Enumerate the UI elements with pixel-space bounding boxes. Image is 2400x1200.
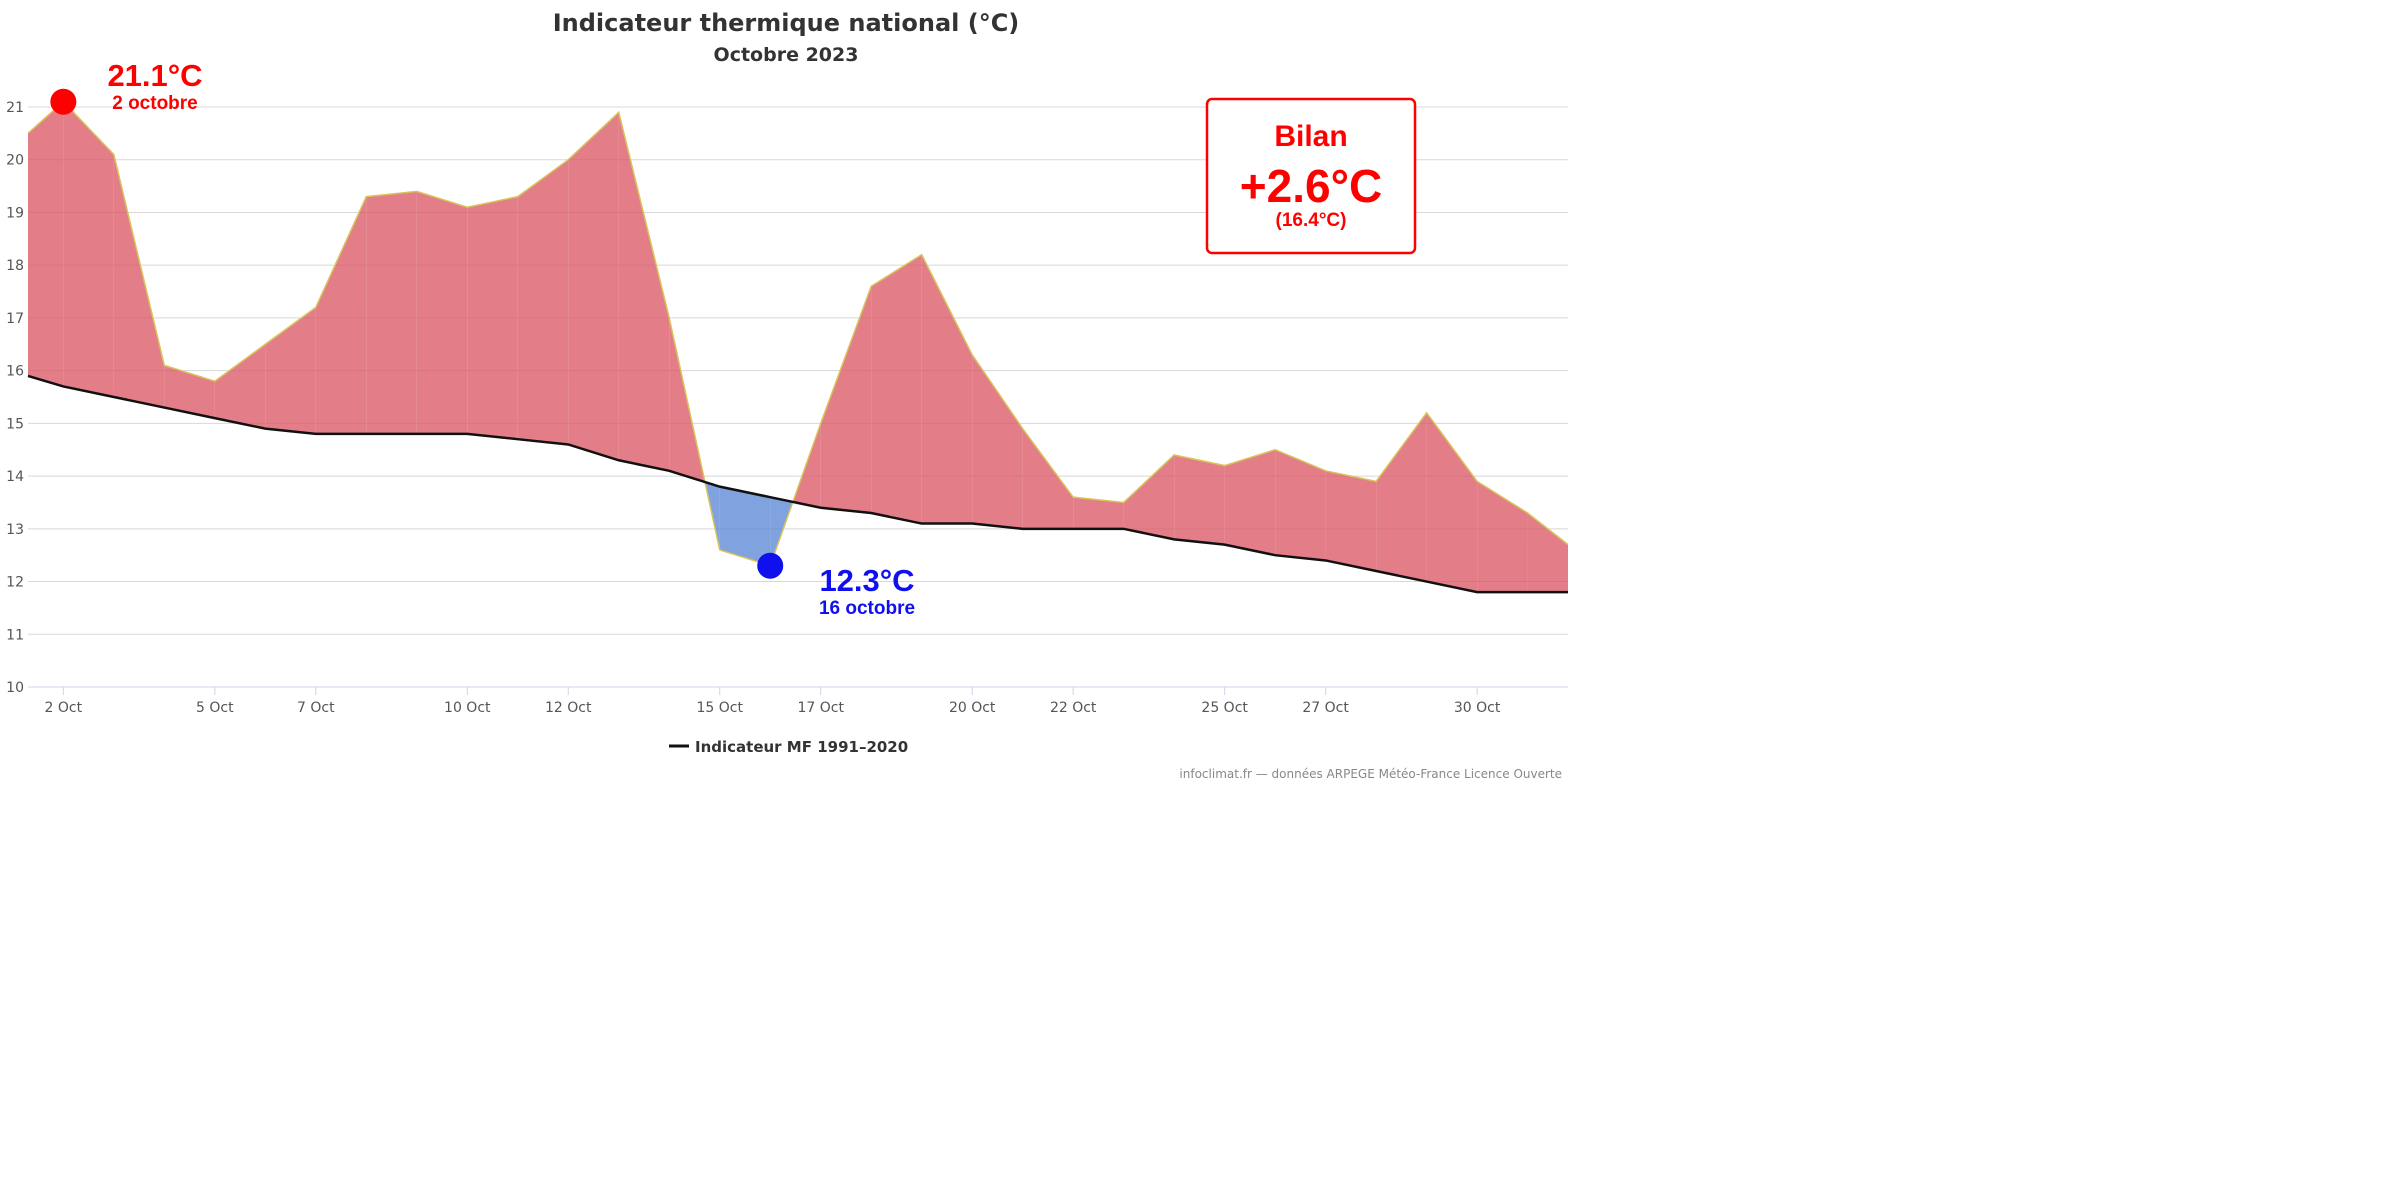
bilan-box: Bilan +2.6°C (16.4°C) (1205, 97, 1417, 255)
above-normal-area (315, 196, 367, 434)
y-tick-label: 12 (6, 575, 24, 591)
x-tick-label: 30 Oct (1454, 700, 1501, 716)
above-normal-area (1224, 449, 1276, 556)
y-tick-label: 20 (6, 153, 24, 169)
max-annotation: 21.1°C 2 octobre (107, 58, 202, 114)
max-point (50, 88, 77, 115)
above-normal-area (1022, 428, 1074, 529)
x-tick-label: 12 Oct (545, 700, 592, 716)
x-tick-label: 7 Oct (297, 700, 335, 716)
above-normal-area (1123, 455, 1175, 540)
extreme-points (50, 88, 784, 579)
above-normal-area (164, 365, 215, 419)
x-tick-label: 27 Oct (1302, 700, 1349, 716)
max-value-label: 21.1°C (107, 58, 202, 93)
x-tick-label: 5 Oct (196, 700, 234, 716)
x-tick-label: 2 Oct (45, 700, 83, 716)
observed-line (27, 100, 1568, 567)
x-tick-label: 15 Oct (696, 700, 743, 716)
min-date-label: 16 octobre (819, 598, 915, 619)
above-normal-area (1174, 455, 1225, 545)
y-tick-label: 21 (6, 100, 24, 116)
y-tick-label: 16 (6, 364, 24, 380)
y-tick-label: 14 (6, 469, 24, 485)
above-normal-area (63, 101, 114, 398)
above-normal-area (28, 101, 64, 387)
x-axis: 2 Oct 5 Oct 7 Oct 10 Oct 12 Oct 15 Oct 17 Oct 2… (45, 687, 1501, 716)
x-tick-label: 22 Oct (1050, 700, 1097, 716)
above-normal-area (921, 254, 973, 524)
above-normal-area (1073, 497, 1124, 529)
y-tick-label: 17 (6, 311, 24, 327)
min-point (757, 552, 784, 579)
above-normal-area (467, 196, 518, 440)
legend[interactable]: Indicateur MF 1991–2020 (669, 738, 908, 756)
bilan-anomaly: +2.6°C (1240, 160, 1382, 212)
above-normal-area (820, 286, 872, 513)
x-tick-label: 10 Oct (444, 700, 491, 716)
above-normal-area (618, 112, 670, 471)
above-normal-area (366, 191, 417, 434)
y-tick-label: 18 (6, 258, 24, 274)
above-normal-area (1376, 412, 1427, 582)
above-normal-area (416, 191, 468, 434)
above-normal-area (1325, 470, 1377, 571)
y-tick-label: 19 (6, 205, 24, 221)
y-tick-label: 11 (6, 627, 24, 643)
min-annotation: 12.3°C 16 octobre (819, 563, 915, 619)
bilan-mean: (16.4°C) (1276, 210, 1347, 231)
above-normal-area (214, 344, 266, 429)
above-normal-area (1527, 513, 1568, 593)
above-normal-area (1275, 449, 1326, 561)
above-normal-area (972, 354, 1023, 529)
x-tick-label: 17 Oct (797, 700, 844, 716)
x-tick-label: 25 Oct (1201, 700, 1248, 716)
min-value-label: 12.3°C (819, 563, 914, 598)
normal-line (27, 374, 1568, 594)
chart-title: Indicateur thermique national (°C) (553, 9, 1020, 37)
above-normal-area (1477, 481, 1528, 593)
max-date-label: 2 octobre (112, 93, 198, 114)
y-tick-label: 10 (6, 680, 24, 696)
above-normal-area (871, 254, 922, 524)
x-tick-label: 20 Oct (949, 700, 996, 716)
above-normal-area (265, 307, 316, 434)
chart-subtitle: Octobre 2023 (714, 44, 859, 66)
y-tick-label: 13 (6, 522, 24, 538)
above-normal-area (1426, 412, 1478, 593)
credit-text: infoclimat.fr — données ARPEGE Météo-Fra… (1179, 767, 1562, 781)
bilan-frame (1205, 97, 1417, 255)
y-axis: 10 11 12 13 14 15 16 17 18 19 20 21 (6, 100, 24, 696)
y-tick-label: 15 (6, 416, 24, 432)
legend-label: Indicateur MF 1991–2020 (695, 738, 908, 756)
chart: 10 11 12 13 14 15 16 17 18 19 20 21 2 Oct 5 Oct 7 Oct… (6, 9, 1568, 781)
bilan-title: Bilan (1274, 120, 1347, 153)
below-normal-area (719, 486, 771, 566)
above-normal-area (517, 159, 569, 445)
series-lines (27, 100, 1568, 594)
anomaly-areas (28, 101, 1568, 593)
above-normal-area (113, 154, 165, 408)
above-normal-area (568, 112, 619, 461)
